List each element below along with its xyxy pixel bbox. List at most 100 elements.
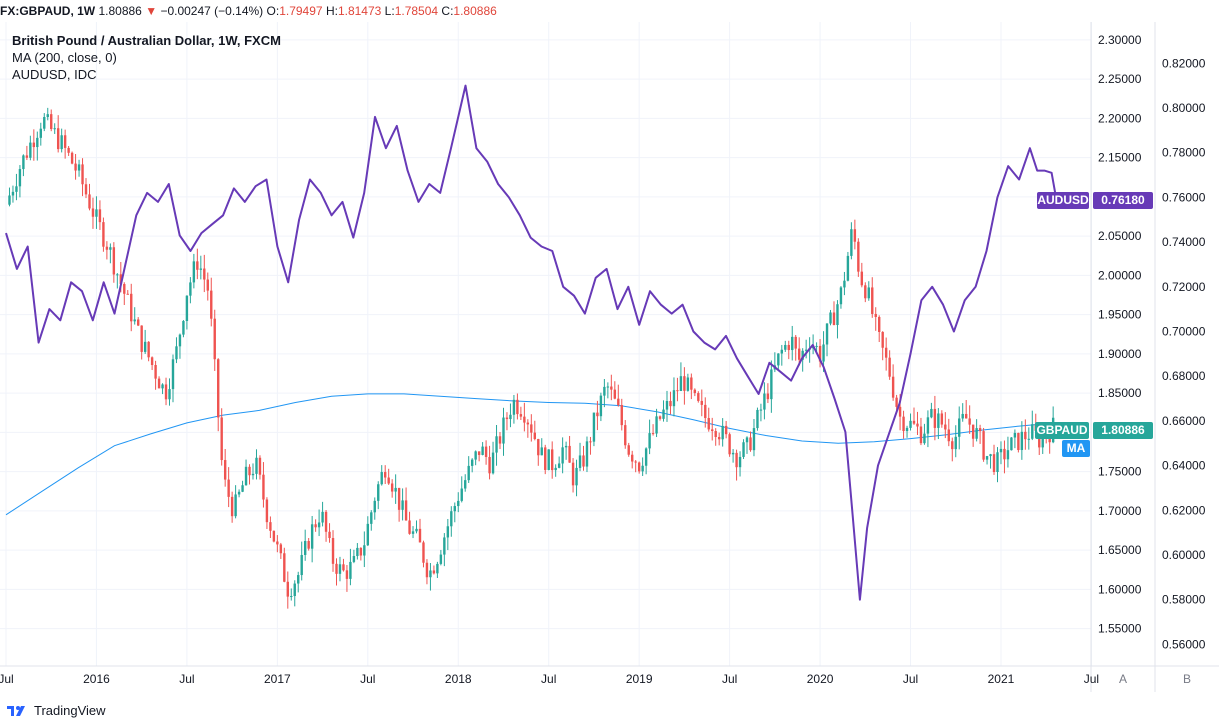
left-scale-tick: 2.25000 (1098, 72, 1142, 86)
candle-body (46, 114, 49, 118)
candle-body (589, 441, 592, 443)
candle-body (495, 436, 498, 453)
candle-body (797, 348, 801, 360)
price-chart[interactable]: 2.300002.250002.200002.150002.100002.050… (0, 22, 1219, 692)
candle-body (279, 544, 283, 554)
candle-body (394, 487, 397, 492)
candle-body (143, 341, 147, 352)
candle-body (958, 418, 961, 437)
right-scale-tick: 0.58000 (1162, 593, 1206, 607)
open-value: 1.79497 (279, 4, 323, 18)
candle-body (258, 457, 262, 475)
high-value: 1.81473 (337, 4, 382, 18)
candle-body (711, 429, 714, 432)
candle-body (352, 556, 356, 562)
candle-body (763, 393, 766, 410)
candle-body (947, 429, 950, 442)
legend-main-series[interactable]: British Pound / Australian Dollar, 1W, F… (12, 33, 281, 48)
candle-body (905, 427, 909, 432)
candle-body (491, 452, 495, 474)
candle-body (651, 433, 655, 435)
candle-body (164, 384, 168, 400)
candle-body (912, 420, 916, 424)
time-tick: 2021 (988, 672, 1015, 686)
candle-body (95, 209, 98, 217)
candle-body (185, 295, 189, 322)
candle-body (676, 390, 679, 392)
candle-body (944, 424, 947, 430)
candle-body (829, 312, 832, 324)
legend-compare[interactable]: AUDUSD, IDC (12, 67, 97, 82)
price-change: −0.00247 (−0.14%) (160, 4, 264, 18)
close-label: C: (441, 4, 454, 18)
candle-body (683, 376, 686, 391)
legend-ma[interactable]: MA (200, close, 0) (12, 50, 117, 65)
candle-body (526, 422, 530, 425)
symbol-name[interactable]: FX:GBPAUD, (0, 4, 74, 18)
scale-a-button[interactable]: A (1119, 672, 1127, 686)
candle-body (230, 496, 234, 517)
low-value: 1.78504 (394, 4, 439, 18)
candle-body (620, 405, 623, 426)
candle-body (98, 209, 102, 223)
candle-body (919, 426, 923, 444)
candle-body (356, 547, 359, 557)
candle-body (182, 321, 185, 335)
candle-body (516, 399, 519, 415)
candle-body (109, 247, 112, 250)
left-scale-tick: 1.90000 (1098, 347, 1142, 361)
gbpaud-tag: GBPAUD 1.80886 (1035, 422, 1153, 439)
audusd-tag-value: 0.76180 (1101, 193, 1145, 207)
candle-body (136, 319, 140, 326)
gbpaud-tag-name: GBPAUD (1036, 423, 1087, 437)
time-tick: Jul (360, 672, 375, 686)
left-scale-tick: 2.30000 (1098, 33, 1142, 47)
candle-body (561, 447, 564, 464)
candle-body (324, 511, 328, 532)
candle-body (825, 323, 829, 345)
candle-body (29, 142, 32, 158)
candle-body (724, 425, 728, 435)
candle-body (717, 437, 721, 440)
candle-body (533, 432, 536, 440)
right-scale-tick: 0.56000 (1162, 637, 1206, 651)
right-scale-tick: 0.64000 (1162, 459, 1206, 473)
scale-b-button[interactable]: B (1183, 672, 1191, 686)
candle-body (1010, 437, 1013, 451)
candle-body (474, 451, 477, 460)
candle-body (644, 448, 648, 466)
right-scale-tick: 0.62000 (1162, 503, 1206, 517)
candle-body (1031, 424, 1034, 439)
candle-body (641, 465, 644, 472)
candle-body (297, 575, 300, 584)
candle-body (975, 428, 978, 439)
candle-body (467, 465, 470, 481)
candle-body (498, 436, 502, 444)
candle-body (606, 386, 610, 388)
candle-body (599, 395, 603, 417)
candle-body (801, 350, 804, 360)
right-price-scale: 0.82000 0.80000 0.78000 0.76000 0.74000 0.720… (1162, 56, 1206, 651)
gbpaud-tag-value-bg (1093, 422, 1153, 439)
candle-body (303, 541, 307, 555)
left-scale-tick: 1.65000 (1098, 543, 1142, 557)
candle-body (317, 522, 321, 528)
candle-body (728, 434, 731, 455)
candle-body (672, 390, 676, 407)
candle-body (582, 455, 585, 467)
candle-body (926, 417, 930, 434)
candle-body (328, 531, 331, 539)
interval-label[interactable]: 1W (77, 4, 96, 18)
candle-body (283, 553, 286, 582)
candle-body (874, 313, 877, 317)
candle-body (251, 473, 255, 476)
candle-body (610, 386, 613, 390)
right-scale-tick: 0.68000 (1162, 369, 1206, 383)
candle-body (571, 462, 575, 486)
candle-body (377, 484, 380, 501)
candle-body (50, 114, 53, 130)
candle-body (989, 454, 992, 457)
candle-body (380, 472, 383, 485)
time-tick: Jul (903, 672, 918, 686)
candle-body (178, 334, 182, 347)
